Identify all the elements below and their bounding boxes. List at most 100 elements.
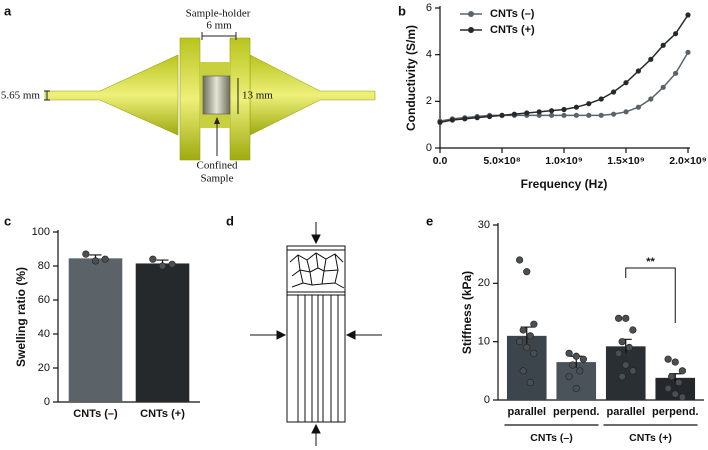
data-point	[536, 109, 542, 115]
structure-diagram	[250, 222, 382, 446]
y-axis-label: Swelling ratio (%)	[14, 267, 28, 367]
data-point	[598, 96, 604, 102]
panel-label: d	[226, 213, 234, 228]
legend-label: CNTs (–)	[490, 8, 535, 20]
group-label: CNTs (–)	[530, 432, 572, 444]
data-point	[549, 112, 555, 118]
data-point	[678, 367, 686, 375]
data-point	[576, 367, 584, 375]
data-point	[524, 110, 530, 116]
panel-label: a	[4, 3, 12, 18]
bar	[68, 258, 123, 402]
data-point	[675, 378, 683, 387]
series-line	[439, 14, 689, 124]
device-drawing	[44, 32, 376, 161]
sample-label: Sample	[201, 173, 234, 185]
data-point	[572, 352, 580, 360]
y-tick-label: 0	[426, 142, 432, 154]
data-point	[530, 320, 538, 328]
x-tick-label: 1.0×10⁹	[545, 155, 582, 167]
data-point	[629, 367, 637, 375]
x-tick-label: 0.0	[433, 155, 448, 167]
data-point	[516, 256, 524, 264]
data-point	[526, 378, 534, 387]
data-point	[660, 84, 666, 90]
y-tick-label: 80	[38, 260, 50, 272]
y-tick-label: 0	[484, 394, 490, 406]
data-point	[499, 112, 505, 118]
data-point	[673, 31, 679, 37]
data-point	[685, 49, 691, 55]
data-point	[526, 332, 534, 340]
x-tick-label: parallel	[606, 406, 645, 418]
sample-label: Confined	[197, 160, 238, 172]
data-point	[149, 255, 157, 263]
data-point	[82, 250, 90, 258]
data-point	[523, 343, 531, 352]
data-point	[565, 373, 573, 381]
legend-marker	[468, 27, 474, 33]
y-axis-label: Stiffness (kPa)	[460, 271, 474, 354]
bar	[135, 263, 190, 402]
data-point	[561, 112, 567, 118]
bar	[556, 362, 597, 400]
data-point	[635, 68, 642, 74]
data-point	[573, 104, 580, 110]
x-tick-label: parallel	[507, 406, 546, 418]
data-point	[660, 42, 666, 48]
data-point	[579, 355, 587, 363]
data-point	[561, 106, 567, 113]
data-point	[664, 355, 672, 363]
data-point	[635, 104, 642, 110]
y-tick-label: 100	[32, 226, 50, 238]
holder-width: 6 mm	[206, 20, 232, 32]
data-point	[678, 393, 686, 401]
holder-label: Sample-holder	[186, 8, 251, 20]
data-point	[668, 373, 676, 381]
data-point	[598, 112, 604, 118]
data-point	[569, 361, 577, 369]
x-tick-label: 2.0×10⁹	[669, 155, 706, 167]
x-tick-label: CNTs (–)	[73, 408, 118, 420]
data-point	[101, 255, 109, 263]
y-tick-label: 30	[478, 219, 490, 231]
data-point	[572, 384, 580, 392]
data-point	[671, 358, 679, 366]
sample-diameter: 13 mm	[242, 90, 273, 102]
data-point	[168, 260, 176, 268]
annotation: **	[646, 256, 655, 268]
data-point	[586, 112, 592, 118]
panel-label: c	[4, 213, 11, 228]
bar	[605, 346, 646, 400]
data-point	[523, 268, 531, 276]
x-tick-label: 5.0×10⁸	[483, 155, 520, 167]
y-tick-label: 40	[38, 328, 50, 340]
data-point	[549, 108, 555, 114]
data-point	[530, 349, 538, 357]
data-point	[519, 326, 527, 334]
data-point	[622, 361, 630, 369]
significance-bracket	[625, 267, 676, 323]
x-axis-label: Frequency (Hz)	[521, 177, 608, 191]
panel-label: e	[426, 213, 433, 228]
y-tick-label: 2	[426, 95, 432, 107]
legend-marker	[468, 11, 474, 17]
data-point	[437, 119, 443, 125]
y-tick-label: 20	[478, 277, 490, 289]
data-point	[623, 109, 629, 115]
data-point	[648, 56, 654, 62]
y-tick-label: 4	[426, 49, 432, 61]
y-axis-label: Conductivity (S/m)	[404, 25, 418, 131]
data-point	[158, 262, 167, 270]
data-point	[91, 257, 100, 265]
data-point	[629, 326, 637, 334]
data-point	[474, 115, 480, 121]
data-point	[685, 12, 691, 18]
data-point	[487, 113, 493, 120]
data-point	[648, 96, 654, 102]
data-point	[586, 101, 592, 107]
tube-diameter: 5.65 mm	[1, 90, 41, 102]
x-tick-label: CNTs (+)	[140, 408, 185, 420]
